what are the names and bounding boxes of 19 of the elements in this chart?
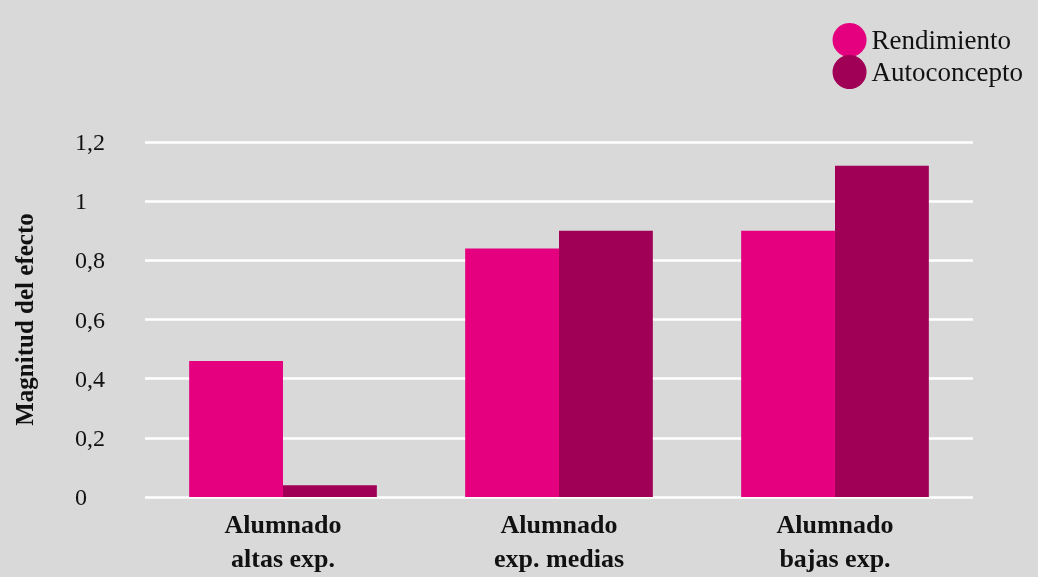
bar bbox=[189, 360, 283, 497]
y-tick-label: 0,8 bbox=[75, 247, 105, 274]
x-tick-label: Alumnado exp. medias bbox=[494, 509, 624, 573]
y-tick-label: 0,2 bbox=[75, 424, 105, 451]
bar bbox=[559, 230, 653, 497]
y-tick-label: 0,4 bbox=[75, 365, 105, 392]
bar bbox=[835, 165, 929, 497]
y-tick-label: 0,6 bbox=[75, 306, 105, 333]
x-tick-label: Alumnado altas exp. bbox=[224, 509, 342, 573]
legend-label: Rendimiento bbox=[871, 25, 1012, 55]
bar bbox=[283, 485, 377, 497]
legend-label: Autoconcepto bbox=[871, 57, 1023, 87]
y-axis-title: Magnitud del efecto bbox=[11, 213, 38, 426]
bar bbox=[741, 230, 835, 497]
y-tick-label: 0 bbox=[75, 484, 87, 510]
y-tick-label: 1,2 bbox=[75, 129, 105, 155]
y-tick-label: 1 bbox=[75, 188, 87, 215]
x-tick-label: Alumnado bajas exp. bbox=[776, 509, 894, 573]
bar bbox=[465, 248, 559, 497]
